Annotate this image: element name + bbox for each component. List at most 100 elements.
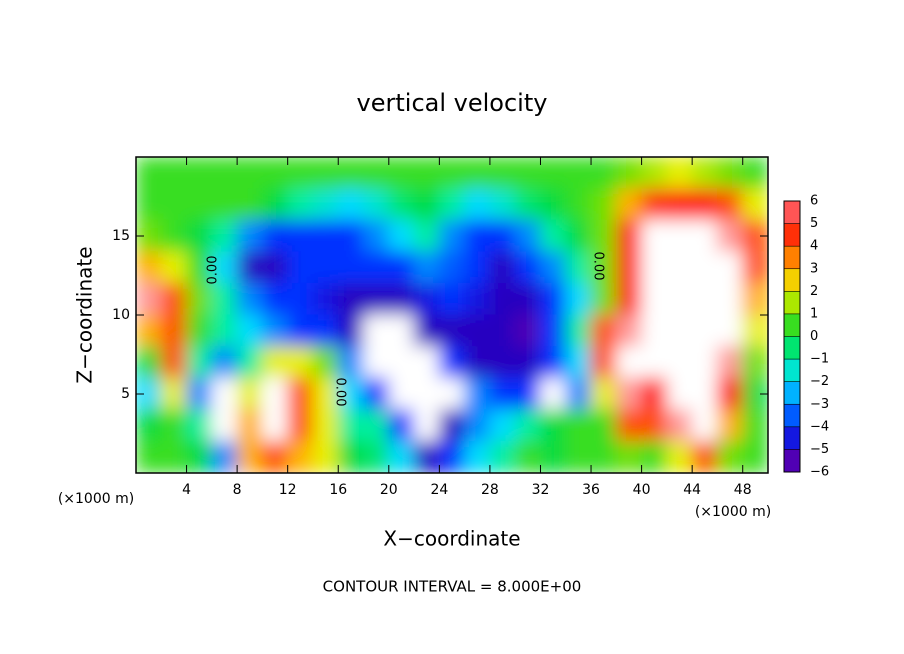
contour-label: 0.00 (206, 256, 221, 285)
cell (539, 314, 567, 348)
cell (514, 377, 541, 411)
cell (464, 377, 491, 411)
cell (489, 314, 516, 348)
cell (337, 440, 365, 473)
colorbar-band (784, 426, 800, 450)
cell (413, 314, 440, 348)
cell (539, 219, 567, 253)
x-tick-label: 20 (380, 482, 398, 498)
cell (363, 440, 390, 473)
cell (312, 188, 339, 221)
cell (590, 440, 617, 473)
footer: CONTOUR INTERVAL = 8.000E+00 (323, 578, 582, 596)
cell (287, 346, 314, 379)
cell (539, 251, 567, 284)
cell (236, 409, 263, 442)
cell (615, 377, 643, 411)
cell (691, 314, 718, 348)
cell (716, 409, 744, 442)
cell (388, 157, 415, 190)
cell (514, 157, 541, 190)
cell (691, 188, 718, 221)
cell (160, 219, 188, 253)
cell (186, 219, 213, 253)
cell (287, 251, 314, 284)
cell (186, 377, 213, 411)
cell (211, 346, 238, 379)
cell (337, 251, 365, 284)
cell (691, 282, 718, 316)
colorbar-tick-label: 2 (810, 284, 818, 299)
cell (261, 157, 289, 190)
cell (666, 440, 693, 473)
cell (388, 251, 415, 284)
cell (539, 409, 567, 442)
cell (590, 377, 617, 411)
cell (160, 157, 188, 190)
cell (287, 314, 314, 348)
colorbar-tick-label: −5 (810, 442, 829, 457)
cell (186, 157, 213, 190)
cell (716, 377, 744, 411)
cell (514, 440, 541, 473)
cell (363, 251, 390, 284)
cell (337, 346, 365, 379)
cell (438, 188, 466, 221)
cell (691, 440, 718, 473)
cell (716, 440, 744, 473)
cell (312, 251, 339, 284)
cell (160, 409, 188, 442)
cell (464, 314, 491, 348)
cell (565, 440, 592, 473)
cell (287, 282, 314, 316)
cell (438, 314, 466, 348)
x-tick-label: 36 (582, 482, 600, 498)
cell (413, 377, 440, 411)
cell (261, 346, 289, 379)
cell (211, 188, 238, 221)
cell (514, 314, 541, 348)
cell (363, 314, 390, 348)
cell (590, 188, 617, 221)
cell (236, 251, 263, 284)
cell (641, 346, 668, 379)
cell (413, 440, 440, 473)
cell (363, 377, 390, 411)
cell (312, 282, 339, 316)
colorbar-tick-label: 4 (810, 239, 818, 254)
cell (438, 346, 466, 379)
cell (438, 157, 466, 190)
cell (742, 157, 768, 190)
cell (211, 157, 238, 190)
cell (261, 188, 289, 221)
cell (438, 251, 466, 284)
colorbar-tick-label: −6 (810, 465, 829, 480)
cell (363, 219, 390, 253)
cell (590, 251, 617, 284)
cell (312, 409, 339, 442)
cell (136, 346, 162, 379)
cell (438, 409, 466, 442)
cell (287, 377, 314, 411)
cell (388, 219, 415, 253)
cell (539, 282, 567, 316)
colorbar-tick-label: 6 (810, 194, 818, 209)
cell (489, 377, 516, 411)
y-axis-label: Z−coordinate (73, 246, 97, 383)
cell (211, 314, 238, 348)
cell (691, 346, 718, 379)
cell (312, 157, 339, 190)
cell (136, 440, 162, 473)
x-unit-label: (×1000 m) (58, 491, 134, 507)
cell (211, 282, 238, 316)
colorbar-band (784, 449, 800, 473)
cell (236, 346, 263, 379)
cell (615, 409, 643, 442)
cell (539, 377, 567, 411)
cell (236, 282, 263, 316)
cell (565, 251, 592, 284)
cell (186, 282, 213, 316)
cell (186, 251, 213, 284)
cell (565, 157, 592, 190)
x-tick-label: 4 (182, 482, 191, 498)
